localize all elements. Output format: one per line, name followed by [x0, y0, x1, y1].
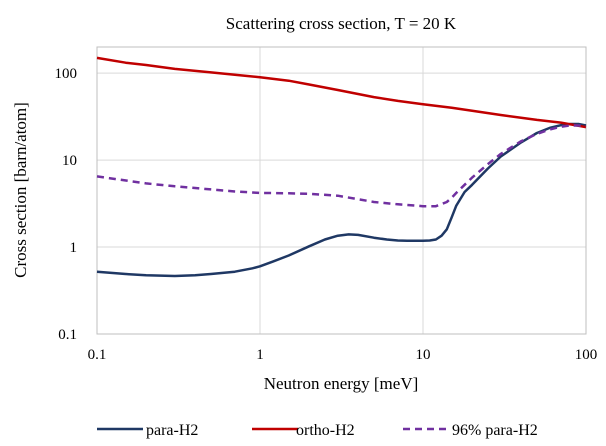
y-tick-label: 10: [62, 153, 77, 169]
legend: para-H2 ortho-H2 96% para-H2: [97, 422, 538, 439]
y-tick-label: 1: [70, 240, 78, 256]
x-tick-label: 100: [575, 347, 598, 363]
x-axis-label: Neutron energy [meV]: [264, 374, 419, 393]
y-tick-label: 0.1: [58, 327, 77, 343]
x-tick-label: 1: [256, 347, 264, 363]
series-line-96-para-h2: [96, 124, 587, 208]
legend-label-1: ortho-H2: [296, 422, 355, 439]
series-line-para-h2: [96, 122, 587, 278]
series-lines: [96, 56, 587, 278]
chart-title: Scattering cross section, T = 20 K: [226, 14, 457, 33]
plot-area-frame: [96, 46, 587, 335]
legend-label-2: 96% para-H2: [452, 422, 538, 439]
x-tick-label: 10: [416, 347, 431, 363]
x-tick-label: 0.1: [88, 347, 107, 363]
y-tick-label: 100: [55, 66, 78, 82]
legend-label-0: para-H2: [146, 422, 198, 439]
tick-labels: 0.1 1 10 100 0.1 1 10 100: [55, 66, 598, 363]
series-line-ortho-h2: [96, 56, 587, 129]
y-axis-label: Cross section [barn/atom]: [11, 102, 30, 278]
